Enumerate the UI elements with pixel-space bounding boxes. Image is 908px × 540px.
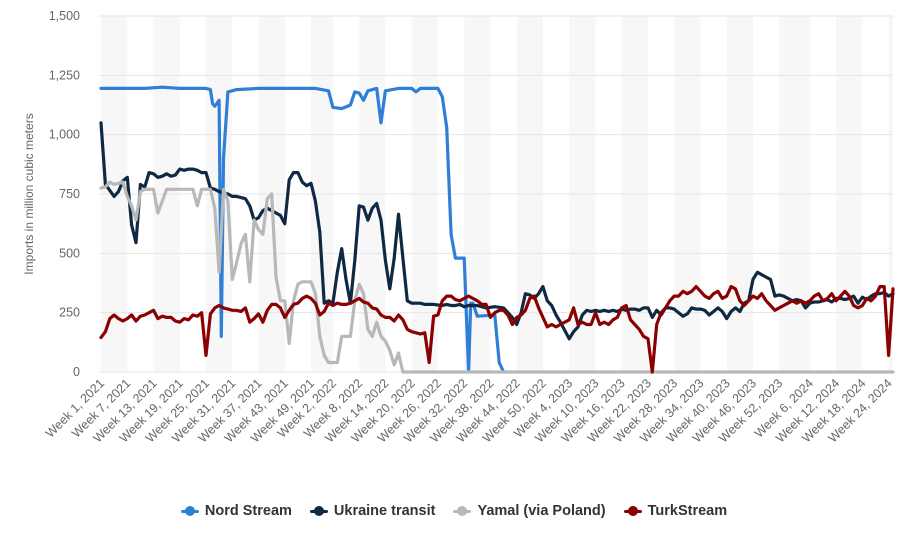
legend-swatch-yamal xyxy=(453,505,472,517)
legend-swatch-turkstream xyxy=(623,505,642,517)
legend-swatch-nord-stream xyxy=(180,505,199,517)
y-tick-label: 500 xyxy=(59,246,80,260)
series-line-yamal-via-poland xyxy=(99,180,895,374)
legend-item-turkstream[interactable]: TurkStream xyxy=(623,503,728,519)
y-tick-label: 1,000 xyxy=(49,128,80,142)
legend-label-yamal: Yamal (via Poland) xyxy=(477,503,606,519)
y-tick-label: 1,250 xyxy=(49,68,80,82)
legend: Nord Stream Ukraine transit Yamal (via P… xyxy=(0,503,908,519)
series-line-turkstream xyxy=(99,285,895,374)
y-tick-label: 0 xyxy=(73,365,80,379)
y-tick-label: 1,500 xyxy=(49,9,80,23)
legend-label-nord-stream: Nord Stream xyxy=(204,503,292,519)
legend-label-ukraine-transit: Ukraine transit xyxy=(333,503,436,519)
legend-item-nord-stream[interactable]: Nord Stream xyxy=(180,503,292,519)
legend-item-yamal[interactable]: Yamal (via Poland) xyxy=(453,503,606,519)
legend-label-turkstream: TurkStream xyxy=(647,503,728,519)
series-line-ukraine-transit xyxy=(99,121,895,341)
legend-swatch-ukraine-transit xyxy=(309,505,328,517)
y-tick-label: 750 xyxy=(59,187,80,201)
y-tick-label: 250 xyxy=(59,306,80,320)
line-chart: 0 250 500 750 1,000 1,250 1,500 Imports in mill… xyxy=(22,9,895,445)
series-line-nord-stream xyxy=(99,85,506,374)
legend-item-ukraine-transit[interactable]: Ukraine transit xyxy=(309,503,436,519)
y-axis-title: Imports in million cubic meters xyxy=(22,113,36,274)
